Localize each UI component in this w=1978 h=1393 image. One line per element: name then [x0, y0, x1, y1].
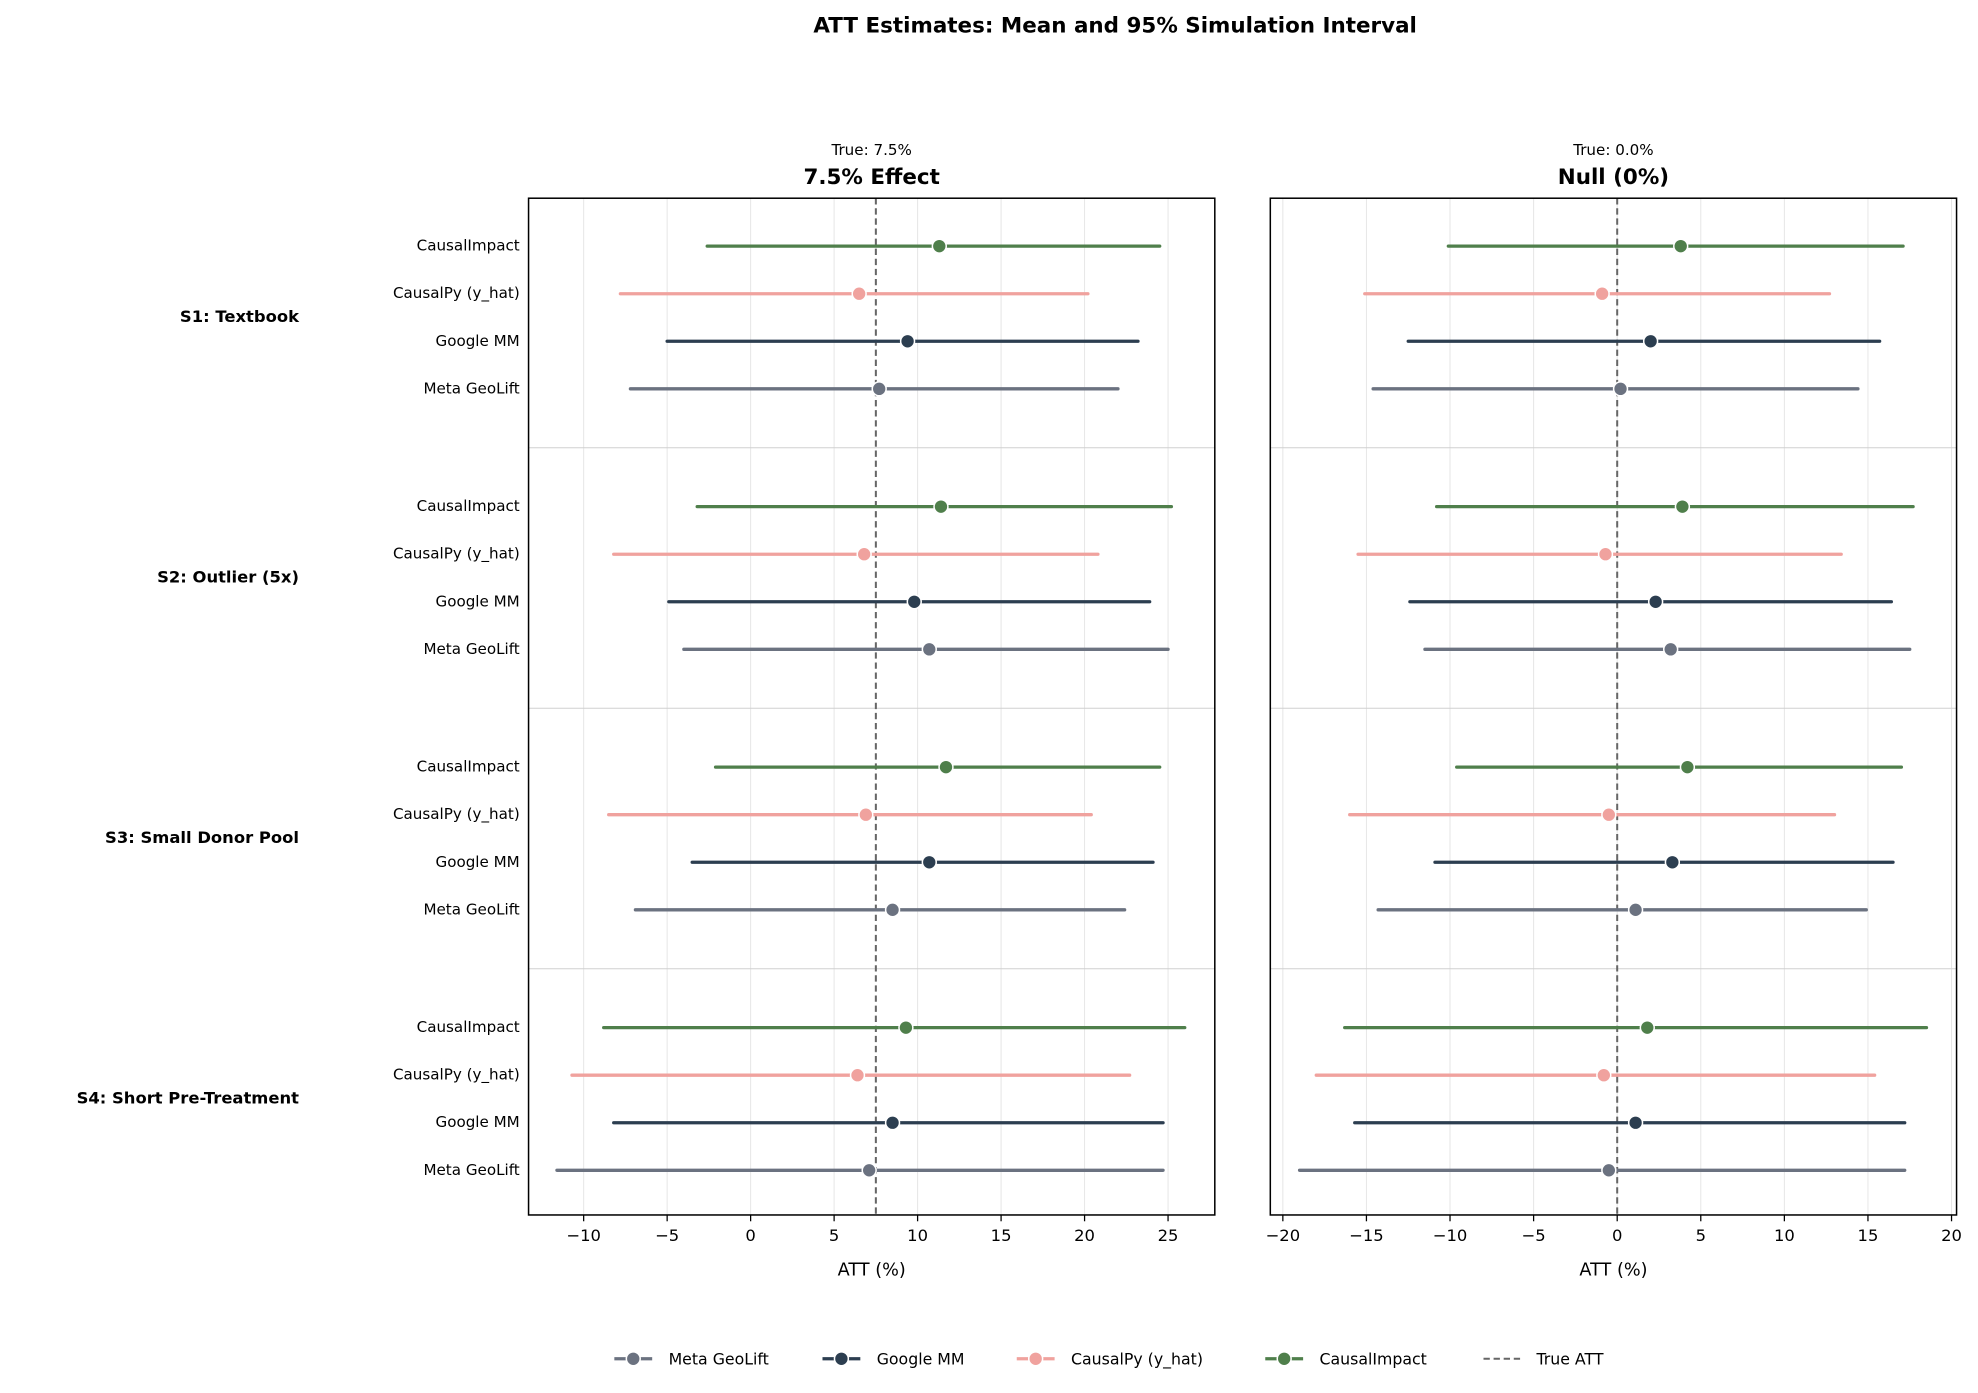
- x-tick-label: 10: [907, 1226, 928, 1245]
- x-tick-label: −5: [1522, 1226, 1546, 1245]
- row-label: Google MM: [435, 332, 519, 350]
- row-label: Google MM: [435, 592, 519, 610]
- row-label: Meta GeoLift: [423, 1161, 519, 1179]
- row-label: Meta GeoLift: [423, 640, 519, 658]
- x-tick-label: 0: [745, 1226, 755, 1245]
- row-label: CausalPy (y_hat): [393, 805, 520, 824]
- mean-marker: [1612, 381, 1629, 397]
- x-tick-label: 0: [1612, 1226, 1622, 1245]
- mean-marker: [858, 807, 874, 823]
- x-tick-label: −10: [566, 1226, 601, 1245]
- mean-marker: [1601, 1162, 1617, 1179]
- row-label: Meta GeoLift: [423, 379, 519, 397]
- mean-marker: [1662, 641, 1679, 658]
- row-label: CausalImpact: [417, 1018, 520, 1036]
- legend-label: Google MM: [877, 1350, 965, 1369]
- row-label: Google MM: [435, 853, 519, 871]
- group-label: S2: Outlier (5x): [157, 567, 299, 586]
- legend-label: CausalImpact: [1320, 1350, 1427, 1369]
- mean-marker: [1597, 546, 1614, 562]
- mean-marker: [1596, 1067, 1612, 1083]
- x-tick-label: 5: [829, 1226, 839, 1245]
- mean-marker: [1627, 902, 1644, 918]
- x-tick-label: 20: [1941, 1226, 1962, 1245]
- x-tick-label: −20: [1266, 1226, 1301, 1245]
- mean-marker: [1679, 759, 1696, 775]
- mean-marker: [851, 286, 867, 302]
- row-label: CausalImpact: [417, 497, 520, 515]
- mean-marker: [933, 498, 949, 515]
- x-axis-label: ATT (%): [838, 1260, 906, 1280]
- mean-marker: [921, 854, 937, 870]
- mean-marker: [1639, 1019, 1655, 1036]
- mean-marker: [871, 381, 887, 397]
- mean-marker: [1647, 594, 1664, 610]
- mean-marker: [921, 641, 937, 658]
- row-label: CausalImpact: [417, 758, 520, 776]
- mean-marker: [861, 1162, 877, 1179]
- mean-marker: [1642, 333, 1659, 349]
- legend-label: True ATT: [1535, 1350, 1603, 1369]
- mean-marker: [1601, 807, 1617, 823]
- row-label: CausalImpact: [417, 237, 520, 255]
- mean-marker: [1673, 238, 1689, 254]
- mean-marker: [884, 902, 901, 918]
- legend-marker: [833, 1351, 850, 1367]
- row-label: Google MM: [435, 1113, 519, 1131]
- mean-marker: [856, 546, 872, 562]
- x-tick-label: 15: [1858, 1226, 1879, 1245]
- panel-title: Null (0%): [1558, 165, 1669, 190]
- mean-marker: [1594, 286, 1610, 302]
- mean-marker: [1674, 498, 1691, 515]
- legend-label: CausalPy (y_hat): [1071, 1350, 1203, 1370]
- x-tick-label: 20: [1074, 1226, 1095, 1245]
- plot-frame: [1269, 197, 1958, 1216]
- legend-marker: [625, 1351, 641, 1367]
- plot-frame: [527, 197, 1216, 1216]
- x-tick-label: −5: [655, 1226, 679, 1245]
- mean-marker: [849, 1067, 866, 1083]
- legend-marker: [1027, 1351, 1044, 1367]
- chart-title: ATT Estimates: Mean and 95% Simulation I…: [813, 14, 1417, 39]
- panel-note: True: 7.5%: [830, 141, 911, 159]
- legend-marker: [1276, 1351, 1292, 1367]
- mean-marker: [1627, 1115, 1644, 1131]
- x-tick-label: 15: [991, 1226, 1012, 1245]
- mean-marker: [884, 1115, 901, 1131]
- panel-title: 7.5% Effect: [803, 165, 939, 190]
- row-label: CausalPy (y_hat): [393, 545, 520, 564]
- mean-marker: [931, 238, 948, 254]
- x-tick-label: 10: [1774, 1226, 1795, 1245]
- legend-label: Meta GeoLift: [669, 1350, 769, 1369]
- mean-marker: [1664, 854, 1681, 870]
- row-label: CausalPy (y_hat): [393, 284, 520, 303]
- row-label: Meta GeoLift: [423, 900, 519, 918]
- x-tick-label: 25: [1158, 1226, 1179, 1245]
- x-tick-label: 5: [1696, 1226, 1706, 1245]
- group-label: S1: Textbook: [180, 307, 300, 326]
- mean-marker: [938, 759, 954, 775]
- mean-marker: [898, 1019, 914, 1036]
- mean-marker: [906, 594, 922, 610]
- x-axis-label: ATT (%): [1579, 1260, 1647, 1280]
- x-tick-label: −10: [1433, 1226, 1468, 1245]
- group-label: S3: Small Donor Pool: [105, 828, 299, 847]
- x-tick-label: −15: [1349, 1226, 1384, 1245]
- row-label: CausalPy (y_hat): [393, 1066, 520, 1085]
- mean-marker: [899, 333, 916, 349]
- panel-note: True: 0.0%: [1572, 141, 1653, 159]
- group-label: S4: Short Pre-Treatment: [77, 1088, 300, 1107]
